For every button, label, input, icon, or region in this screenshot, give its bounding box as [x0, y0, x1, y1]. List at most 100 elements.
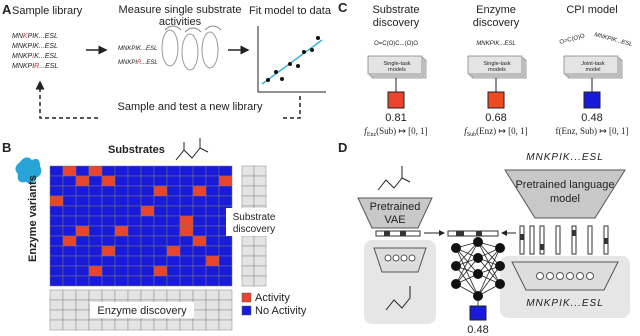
activity-cell	[192, 265, 207, 277]
empty-cell	[127, 319, 142, 331]
empty-cell	[49, 309, 64, 321]
label: Pretrained language	[515, 179, 614, 191]
activity-cell	[75, 215, 90, 227]
model-box	[563, 55, 619, 75]
activity-cell	[49, 255, 64, 267]
activity-cell	[153, 255, 168, 267]
activity-cell	[140, 205, 155, 217]
activity-cell	[153, 275, 168, 287]
label: MNKPIK...ESL	[526, 152, 604, 163]
activity-cell	[179, 255, 194, 267]
formula: f(Enz, Sub) ↦ [0, 1]	[555, 126, 628, 136]
activity-cell	[192, 235, 207, 247]
activity-cell	[101, 245, 116, 257]
empty-cell	[205, 309, 220, 321]
label-bg	[90, 302, 194, 318]
activity-cell	[49, 225, 64, 237]
empty-cell	[205, 289, 220, 301]
activity-cell	[101, 265, 116, 277]
activity-cell	[153, 215, 168, 227]
sequence-part: MNKPI	[118, 60, 137, 66]
label: Single-task	[383, 61, 410, 67]
label: Fit model to data	[249, 5, 332, 17]
label: MNKPIK...ESL	[526, 298, 604, 309]
empty-cell	[140, 319, 155, 331]
activity-cell	[218, 165, 233, 177]
activity-cell	[153, 205, 168, 217]
activity-cell	[179, 265, 194, 277]
panel-label: D	[338, 140, 347, 155]
empty-cell	[75, 289, 90, 301]
formula-part: f	[464, 126, 468, 136]
label: discovery	[233, 224, 275, 235]
activity-cell	[101, 195, 116, 207]
prediction	[487, 91, 505, 109]
activity-cell	[140, 255, 155, 267]
activity-cell	[179, 245, 194, 257]
activity-cell	[62, 195, 77, 207]
empty-cell	[253, 265, 267, 277]
empty-cell	[192, 299, 207, 311]
activity-cell	[192, 205, 207, 217]
activity-cell	[101, 165, 116, 177]
label: VAE	[384, 214, 405, 226]
legend-label: No Activity	[255, 305, 307, 317]
label: CPI model	[566, 4, 617, 16]
activity-cell	[49, 185, 64, 197]
activity-cell	[192, 275, 207, 287]
empty-cell	[241, 165, 255, 177]
activity-cell	[127, 255, 142, 267]
empty-cell	[241, 185, 255, 197]
empty-cell	[127, 289, 142, 301]
activity-cell	[127, 265, 142, 277]
empty-cell	[101, 289, 116, 301]
activity-cell	[153, 245, 168, 257]
label: models	[488, 67, 506, 73]
activity-cell	[205, 245, 220, 257]
activity-cell	[88, 185, 103, 197]
label: model	[586, 67, 601, 73]
label: O=C(O)O	[559, 33, 586, 46]
activity-cell	[166, 225, 181, 237]
activity-cell	[75, 205, 90, 217]
formula-part: (Enz) ↦ [0, 1]	[476, 126, 528, 136]
activity-cell	[218, 255, 233, 267]
sequence-part: ...ESL	[39, 63, 58, 70]
activity-cell	[218, 275, 233, 287]
empty-cell	[101, 319, 116, 331]
label-bg	[226, 208, 282, 236]
label: O=C(O)C...(O)O	[374, 41, 418, 47]
activity-cell	[140, 175, 155, 187]
activity-cell	[179, 195, 194, 207]
activity-cell	[166, 195, 181, 207]
empty-cell	[253, 185, 267, 197]
empty-cell	[88, 289, 103, 301]
activity-cell	[153, 265, 168, 277]
activity-cell	[49, 165, 64, 177]
empty-cell	[88, 319, 103, 331]
empty-cell	[114, 289, 129, 301]
activity-cell	[49, 265, 64, 277]
label: Joint-task	[581, 61, 605, 67]
activity-cell	[75, 265, 90, 277]
empty-cell	[153, 319, 168, 331]
empty-cell	[49, 319, 64, 331]
activity-cell	[205, 255, 220, 267]
activity-cell	[166, 175, 181, 187]
empty-cell	[62, 289, 77, 301]
activity-cell	[166, 265, 181, 277]
label: model	[550, 193, 580, 205]
label: discovery	[373, 17, 420, 29]
empty-cell	[179, 319, 194, 331]
empty-cell	[192, 289, 207, 301]
empty-cell	[49, 299, 64, 311]
activity-cell	[179, 275, 194, 287]
activity-cell	[127, 205, 142, 217]
sequence: MNKPIR...ESL	[118, 60, 158, 66]
empty-cell	[253, 235, 267, 247]
activity-cell	[166, 215, 181, 227]
label: Substrate	[233, 212, 276, 223]
activity-cell	[179, 225, 194, 237]
activity-cell	[205, 165, 220, 177]
